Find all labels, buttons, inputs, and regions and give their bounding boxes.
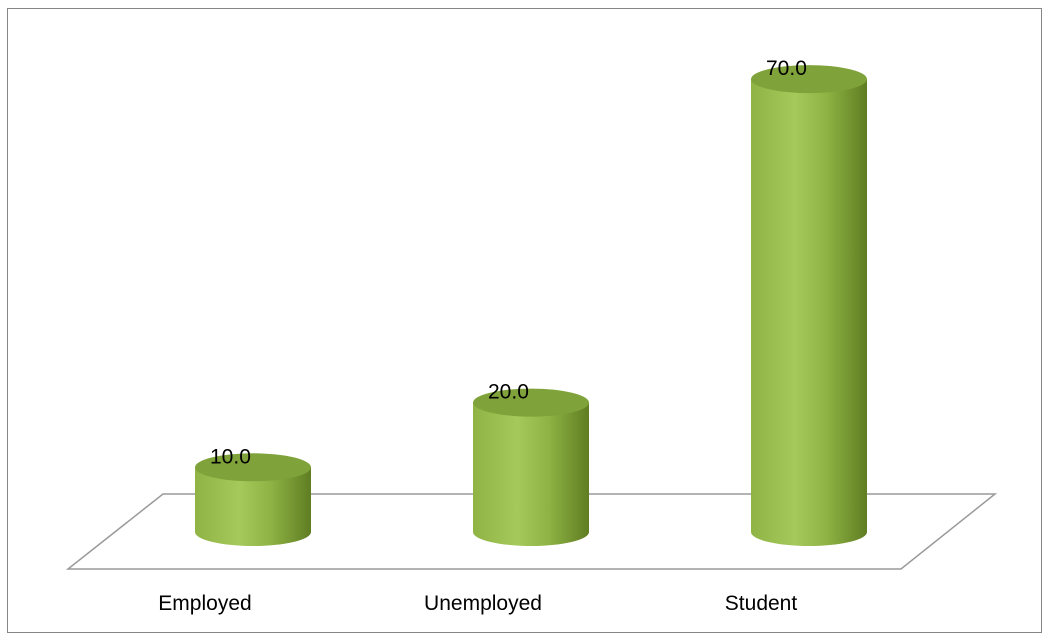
category-label: Employed [158, 592, 251, 615]
bar-body [473, 402, 589, 546]
bar-employed [195, 453, 311, 546]
bar-top [473, 388, 589, 417]
bar-body [751, 79, 867, 546]
data-label: 10.0 [210, 445, 251, 468]
bar-student [751, 65, 867, 546]
chart-floor [65, 493, 998, 570]
category-label: Student [725, 592, 798, 615]
bar-top [751, 65, 867, 94]
data-label: 70.0 [766, 57, 807, 80]
bar-top [195, 453, 311, 482]
bar-body [195, 467, 311, 546]
category-label: Unemployed [424, 592, 542, 615]
data-label: 20.0 [488, 381, 529, 404]
bar-unemployed [473, 388, 589, 546]
labels-layer: 10.0 Employed 20.0 Unemployed 70.0 Student [158, 57, 807, 615]
bars-layer [195, 65, 867, 546]
